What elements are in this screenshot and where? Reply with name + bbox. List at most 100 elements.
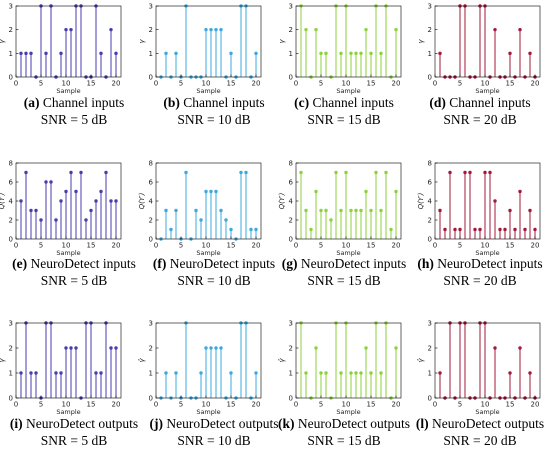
snr-label: SNR = 15 dB [307, 273, 381, 288]
x-tick-label: 20 [531, 401, 540, 409]
x-tick-label: 15 [506, 401, 515, 409]
stem-marker [314, 189, 318, 194]
subplot-label: (c) [294, 95, 310, 110]
axes-box [434, 162, 541, 240]
stem-marker [74, 189, 78, 194]
y-tick-label: 1 [428, 50, 432, 58]
x-tick-label: 10 [62, 401, 71, 409]
stem-marker [229, 371, 233, 375]
axes-box [155, 322, 262, 399]
subplot-label: (f) [152, 256, 167, 271]
x-axis-label: Sample [475, 408, 499, 416]
stem-marker [349, 51, 353, 56]
stem-marker [174, 51, 178, 56]
y-tick-label: 6 [149, 179, 154, 187]
stem-marker [164, 371, 168, 375]
y-tick-label: 8 [289, 160, 293, 168]
stem-marker [199, 371, 203, 375]
y-tick-label: 2 [149, 26, 153, 34]
stem-marker [528, 208, 532, 213]
y-tick-label: 8 [149, 160, 153, 168]
x-axis-label: Sample [196, 408, 220, 416]
stem-marker [438, 51, 442, 56]
stem-marker [478, 227, 482, 232]
stem-marker [518, 189, 522, 194]
y-axis-label: γ̂ [138, 358, 146, 363]
x-tick-label: 0 [154, 80, 158, 88]
subplot-label: (e) [12, 256, 28, 271]
snr-label: SNR = 20 dB [443, 433, 517, 448]
x-tick-label: 15 [367, 401, 376, 409]
snr-label: SNR = 10 dB [177, 433, 251, 448]
stem-marker [379, 208, 383, 213]
stem-marker [204, 346, 208, 350]
subplot-j: 0 5 10 15 20 Sample 0 1 2 3 γ̂ [138, 320, 262, 416]
subplot-label: (h) [417, 256, 434, 271]
stem-marker [394, 189, 398, 194]
stem-marker [174, 208, 178, 213]
stem-marker [364, 27, 368, 32]
x-tick-label: 10 [202, 80, 211, 88]
stem-marker [528, 371, 532, 375]
y-axis-label: γ̂ [278, 358, 286, 363]
y-axis-label: Q(Y′) [278, 192, 286, 209]
y-tick-label: 1 [9, 370, 13, 378]
stem-marker [329, 218, 333, 222]
stem-marker [109, 199, 113, 203]
subplot-title: NeuroDetect inputs [297, 256, 407, 271]
stem-marker [214, 189, 218, 194]
x-tick-label: 20 [252, 401, 261, 409]
stem-marker [508, 51, 512, 56]
y-tick-label: 0 [428, 236, 432, 244]
subplot-label: (d) [429, 95, 446, 110]
stem-marker [59, 51, 63, 56]
x-tick-label: 0 [294, 401, 298, 409]
x-axis-label: Sample [336, 87, 360, 95]
stem-marker [34, 371, 38, 375]
stem-marker [498, 227, 502, 232]
subplot-caption: (h) NeuroDetect inputs SNR = 20 dB [412, 255, 548, 289]
stem-marker [324, 51, 328, 56]
x-tick-label: 15 [227, 401, 236, 409]
stem-marker [309, 227, 313, 232]
subplot-caption: (i) NeuroDetect outputs SNR = 5 dB [6, 415, 142, 449]
stem-marker [54, 218, 58, 222]
x-tick-label: 15 [506, 80, 515, 88]
stem-marker [394, 27, 398, 32]
stem-marker [94, 199, 98, 203]
subplot-i: 0 5 10 15 20 Sample 0 1 2 3 γ̂ [0, 320, 122, 416]
stem-marker [214, 346, 218, 350]
y-tick-label: 6 [9, 179, 14, 187]
y-tick-label: 8 [9, 160, 13, 168]
x-tick-label: 0 [154, 242, 158, 250]
y-tick-label: 1 [289, 370, 293, 378]
stem-marker [384, 170, 388, 175]
y-tick-label: 2 [289, 217, 293, 225]
stem-marker [219, 346, 223, 350]
y-tick-label: 2 [289, 345, 293, 353]
stem-marker [64, 27, 68, 32]
y-tick-label: 2 [9, 217, 13, 225]
subplot-b: 0 5 10 15 20 Sample 0 1 2 3 γ [138, 3, 262, 95]
subplot-label: (g) [281, 256, 298, 271]
x-tick-label: 5 [39, 242, 43, 250]
stem-marker [493, 27, 497, 32]
stem-marker [334, 170, 338, 175]
stem-marker [19, 199, 23, 203]
x-tick-label: 10 [342, 242, 351, 250]
stem-marker [229, 227, 233, 232]
x-axis-label: Sample [475, 249, 499, 257]
stem-marker [364, 189, 368, 194]
stem-marker [19, 371, 23, 375]
y-tick-label: 2 [9, 345, 13, 353]
stem-marker [339, 51, 343, 56]
x-tick-label: 15 [227, 80, 236, 88]
stem-marker [114, 51, 118, 56]
stem-marker [359, 371, 363, 375]
stem-marker [29, 371, 33, 375]
stem-marker [19, 51, 23, 56]
x-tick-label: 10 [481, 401, 490, 409]
stem-marker [483, 170, 487, 175]
stem-marker [209, 27, 213, 32]
x-tick-label: 5 [458, 242, 462, 250]
